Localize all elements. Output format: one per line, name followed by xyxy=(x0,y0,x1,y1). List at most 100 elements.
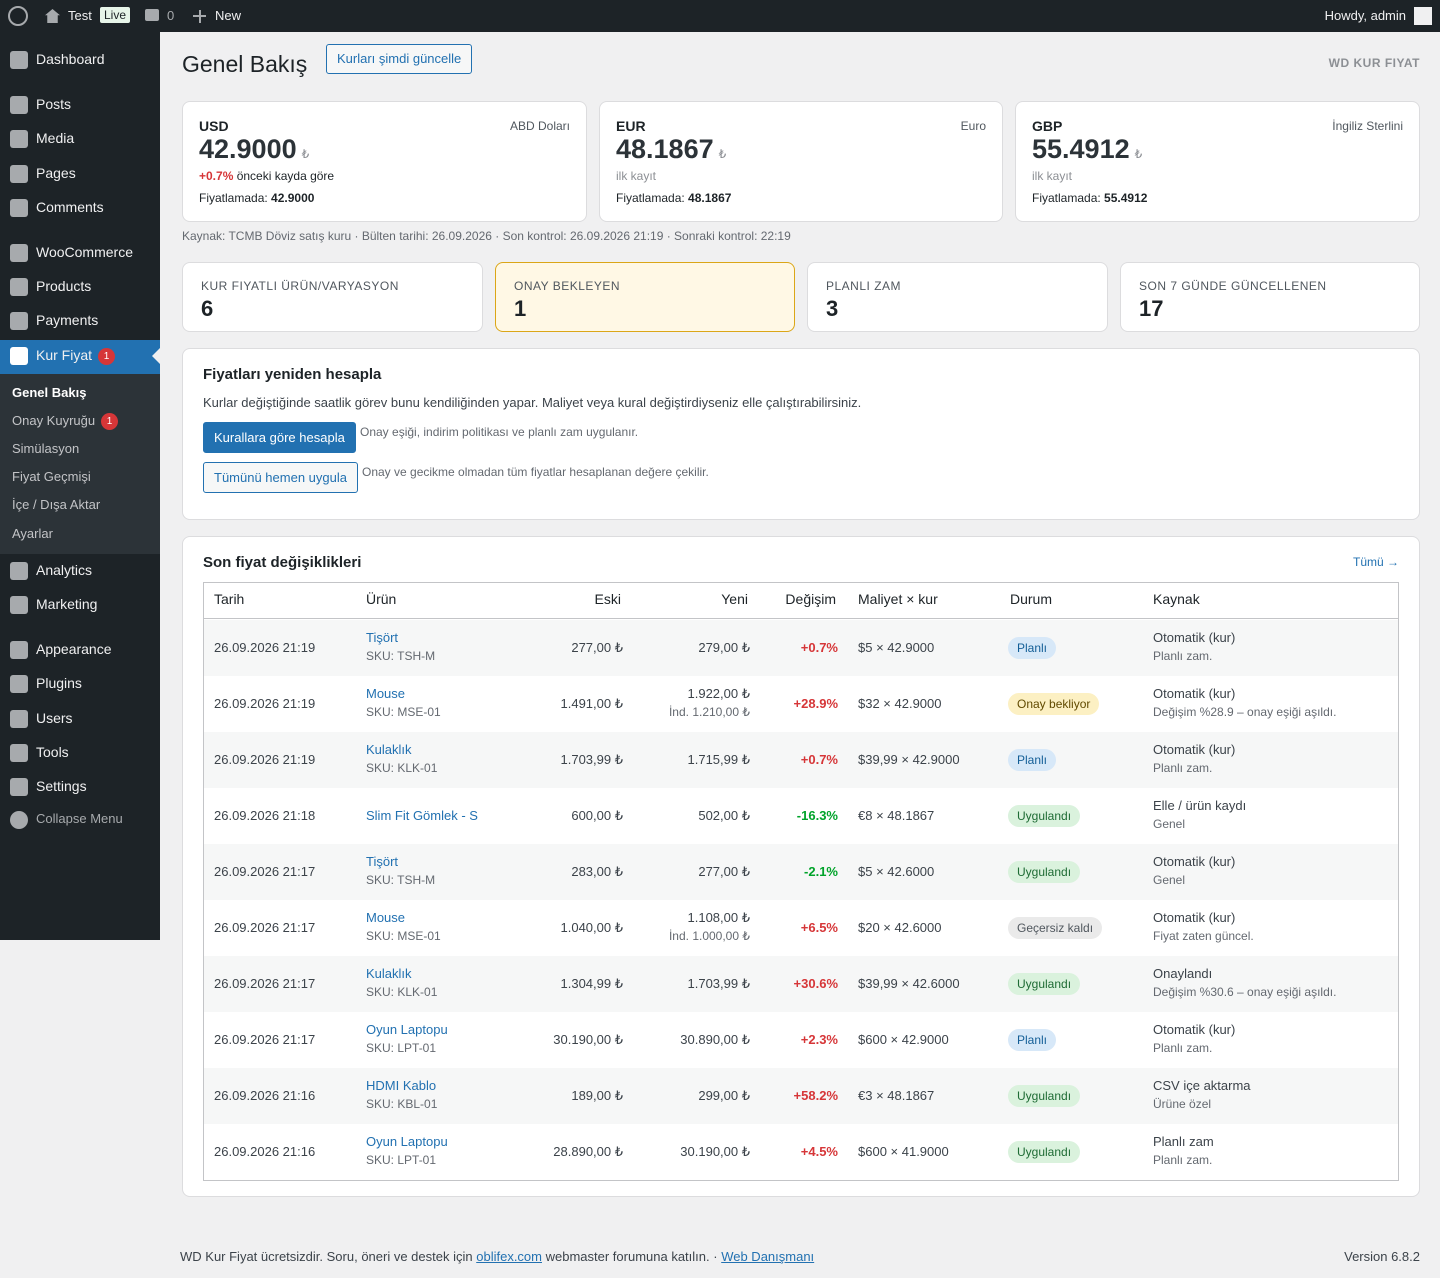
status-badge: Uygulandı xyxy=(1008,1085,1081,1107)
table-row: 26.09.2026 21:16 Oyun Laptopu SKU: LPT-01 2… xyxy=(204,1124,1398,1180)
rate-change: +0.7% xyxy=(199,169,234,183)
recalc-button[interactable]: Tümünü hemen uygula xyxy=(203,462,358,493)
menu-icon xyxy=(10,811,28,829)
cost: $5 × 42.9000 xyxy=(858,640,935,655)
stat-label: ONAY BEKLEYEN xyxy=(514,279,621,293)
change: +6.5% xyxy=(800,920,838,935)
menu-item[interactable]: Settings xyxy=(36,778,87,794)
menu-item[interactable]: Pages xyxy=(36,165,76,181)
menu-item[interactable]: Analytics xyxy=(36,562,93,578)
recalc-button[interactable]: Kurallara göre hesapla xyxy=(203,422,356,453)
menu-item[interactable]: Tools xyxy=(36,744,69,760)
submenu-item[interactable]: Onay Kuyruğu xyxy=(12,413,96,428)
menu-item[interactable]: Plugins xyxy=(36,675,82,691)
status-badge: Onay bekliyor xyxy=(1008,693,1100,715)
stat-value: 3 xyxy=(826,296,839,321)
rate-note: ilk kayıt xyxy=(616,169,657,183)
menu-item[interactable]: Appearance xyxy=(36,641,112,657)
menu-item[interactable]: Comments xyxy=(36,199,104,215)
menu-item[interactable]: Payments xyxy=(36,312,99,328)
stat-label: KUR FIYATLI ÜRÜN/VARYASYON xyxy=(201,279,399,293)
howdy[interactable]: Howdy, admin xyxy=(1324,8,1406,23)
column-header: Kaynak xyxy=(1153,591,1200,607)
plus-v xyxy=(198,9,201,23)
changes-table: Tarih Ürün Eski Yeni Değişim Maliyet × kur Dur… xyxy=(203,582,1399,1181)
menu-item[interactable]: Users xyxy=(36,710,73,726)
source-sub: Değişim %28.9 – onay eşiği aşıldı. xyxy=(1153,705,1337,719)
menu-item[interactable]: Media xyxy=(36,130,75,146)
menu-item[interactable]: Posts xyxy=(36,96,72,112)
product-link-sub: SKU: LPT-01 xyxy=(366,1041,437,1055)
status-badge: Uygulandı xyxy=(1008,1141,1081,1163)
rate-value: 42.9000 xyxy=(199,134,297,164)
recalc-note: Onay ve gecikme olmadan tüm fiyatlar hes… xyxy=(362,465,709,479)
rate-code: EUR xyxy=(616,118,646,134)
table-head-bg xyxy=(204,583,1398,619)
rate-name: ABD Doları xyxy=(509,119,570,133)
product-link: Oyun Laptopu xyxy=(366,1022,448,1037)
rate-pricing-value: 48.1867 xyxy=(688,191,732,205)
rate-change-row: +0.7% önceki kayda göre xyxy=(199,169,334,183)
footer-link[interactable]: oblifex.com xyxy=(476,1249,542,1264)
source: Otomatik (kur) xyxy=(1153,854,1236,869)
submenu-item[interactable]: Ayarlar xyxy=(12,526,53,541)
rate-pricing-label: Fiyatlamada: xyxy=(1032,191,1101,205)
product-link-sub: SKU: TSH-M xyxy=(366,649,436,663)
menu-badge: 1 xyxy=(98,348,115,365)
menu-item[interactable]: Marketing xyxy=(36,596,98,612)
product-link: Tişört xyxy=(366,854,399,869)
date: 26.09.2026 21:16 xyxy=(214,1144,316,1159)
date: 26.09.2026 21:17 xyxy=(214,920,316,935)
submenu-item[interactable]: Simülasyon xyxy=(12,441,80,456)
table-row: 26.09.2026 21:17 Oyun Laptopu SKU: LPT-01 3… xyxy=(204,1012,1398,1068)
source: Onaylandı xyxy=(1153,966,1213,981)
column-header: Yeni xyxy=(721,591,748,607)
date: 26.09.2026 21:19 xyxy=(214,640,316,655)
new-link[interactable]: New xyxy=(215,8,242,23)
source-sub: Planlı zam. xyxy=(1153,1153,1213,1167)
column-header: Ürün xyxy=(366,591,397,607)
status-badge: Planlı xyxy=(1008,1029,1057,1051)
date: 26.09.2026 21:17 xyxy=(214,1032,316,1047)
menu-icon xyxy=(10,675,28,693)
menu-item[interactable]: Dashboard xyxy=(36,51,105,67)
date: 26.09.2026 21:18 xyxy=(214,808,316,823)
new-price: 277,00 ₺ xyxy=(698,864,750,879)
product-link: Mouse xyxy=(366,686,406,701)
rate-pricing-label: Fiyatlamada: xyxy=(199,191,268,205)
table-row: 26.09.2026 21:19 Tişört SKU: TSH-M 277,00 ₺… xyxy=(204,620,1398,676)
product-link-sub: SKU: KLK-01 xyxy=(366,985,438,999)
submenu-item[interactable]: Genel Bakış xyxy=(12,385,87,400)
rate-value-row: 48.1867 ₺ xyxy=(616,134,726,165)
site-name[interactable]: Test xyxy=(68,8,92,23)
all-link[interactable]: Tümü → xyxy=(1352,555,1399,569)
menu-item[interactable]: Collapse Menu xyxy=(36,811,123,826)
submenu-item[interactable]: İçe / Dışa Aktar xyxy=(12,497,101,512)
old-price: 1.703,99 ₺ xyxy=(560,752,624,767)
product-link: HDMI Kablo xyxy=(366,1078,437,1093)
submenu-item[interactable]: Fiyat Geçmişi xyxy=(12,469,91,484)
menu-icon xyxy=(10,312,28,330)
new-price: 1.922,00 ₺ xyxy=(687,686,751,701)
rate-note: ilk kayıt xyxy=(1032,169,1073,183)
stat-card: ONAY BEKLEYEN 1 xyxy=(495,262,795,332)
cost: $5 × 42.6000 xyxy=(858,864,935,879)
menu-arrow xyxy=(152,348,160,364)
menu-item[interactable]: Products xyxy=(36,278,92,294)
stat-label: SON 7 GÜNDE GÜNCELLENEN xyxy=(1139,279,1327,293)
stat-value: 6 xyxy=(201,296,214,321)
stat-value: 17 xyxy=(1139,296,1164,321)
comments-count[interactable]: 0 xyxy=(167,8,175,23)
menu-item[interactable]: Kur Fiyat xyxy=(36,347,93,363)
column-header: Tarih xyxy=(214,591,245,607)
status-badge: Planlı xyxy=(1008,749,1057,771)
footer-link[interactable]: Web Danışmanı xyxy=(721,1249,815,1264)
change: +2.3% xyxy=(800,1032,838,1047)
new-price-sub: İnd. 1.000,00 ₺ xyxy=(668,929,750,943)
update-button[interactable]: Kurları şimdi güncelle xyxy=(326,44,473,74)
menu-item[interactable]: WooCommerce xyxy=(36,244,133,260)
old-price: 189,00 ₺ xyxy=(571,1088,623,1103)
menu-icon xyxy=(10,347,28,365)
rate-change-row: ilk kayıt xyxy=(616,169,656,183)
new-price: 502,00 ₺ xyxy=(698,808,750,823)
